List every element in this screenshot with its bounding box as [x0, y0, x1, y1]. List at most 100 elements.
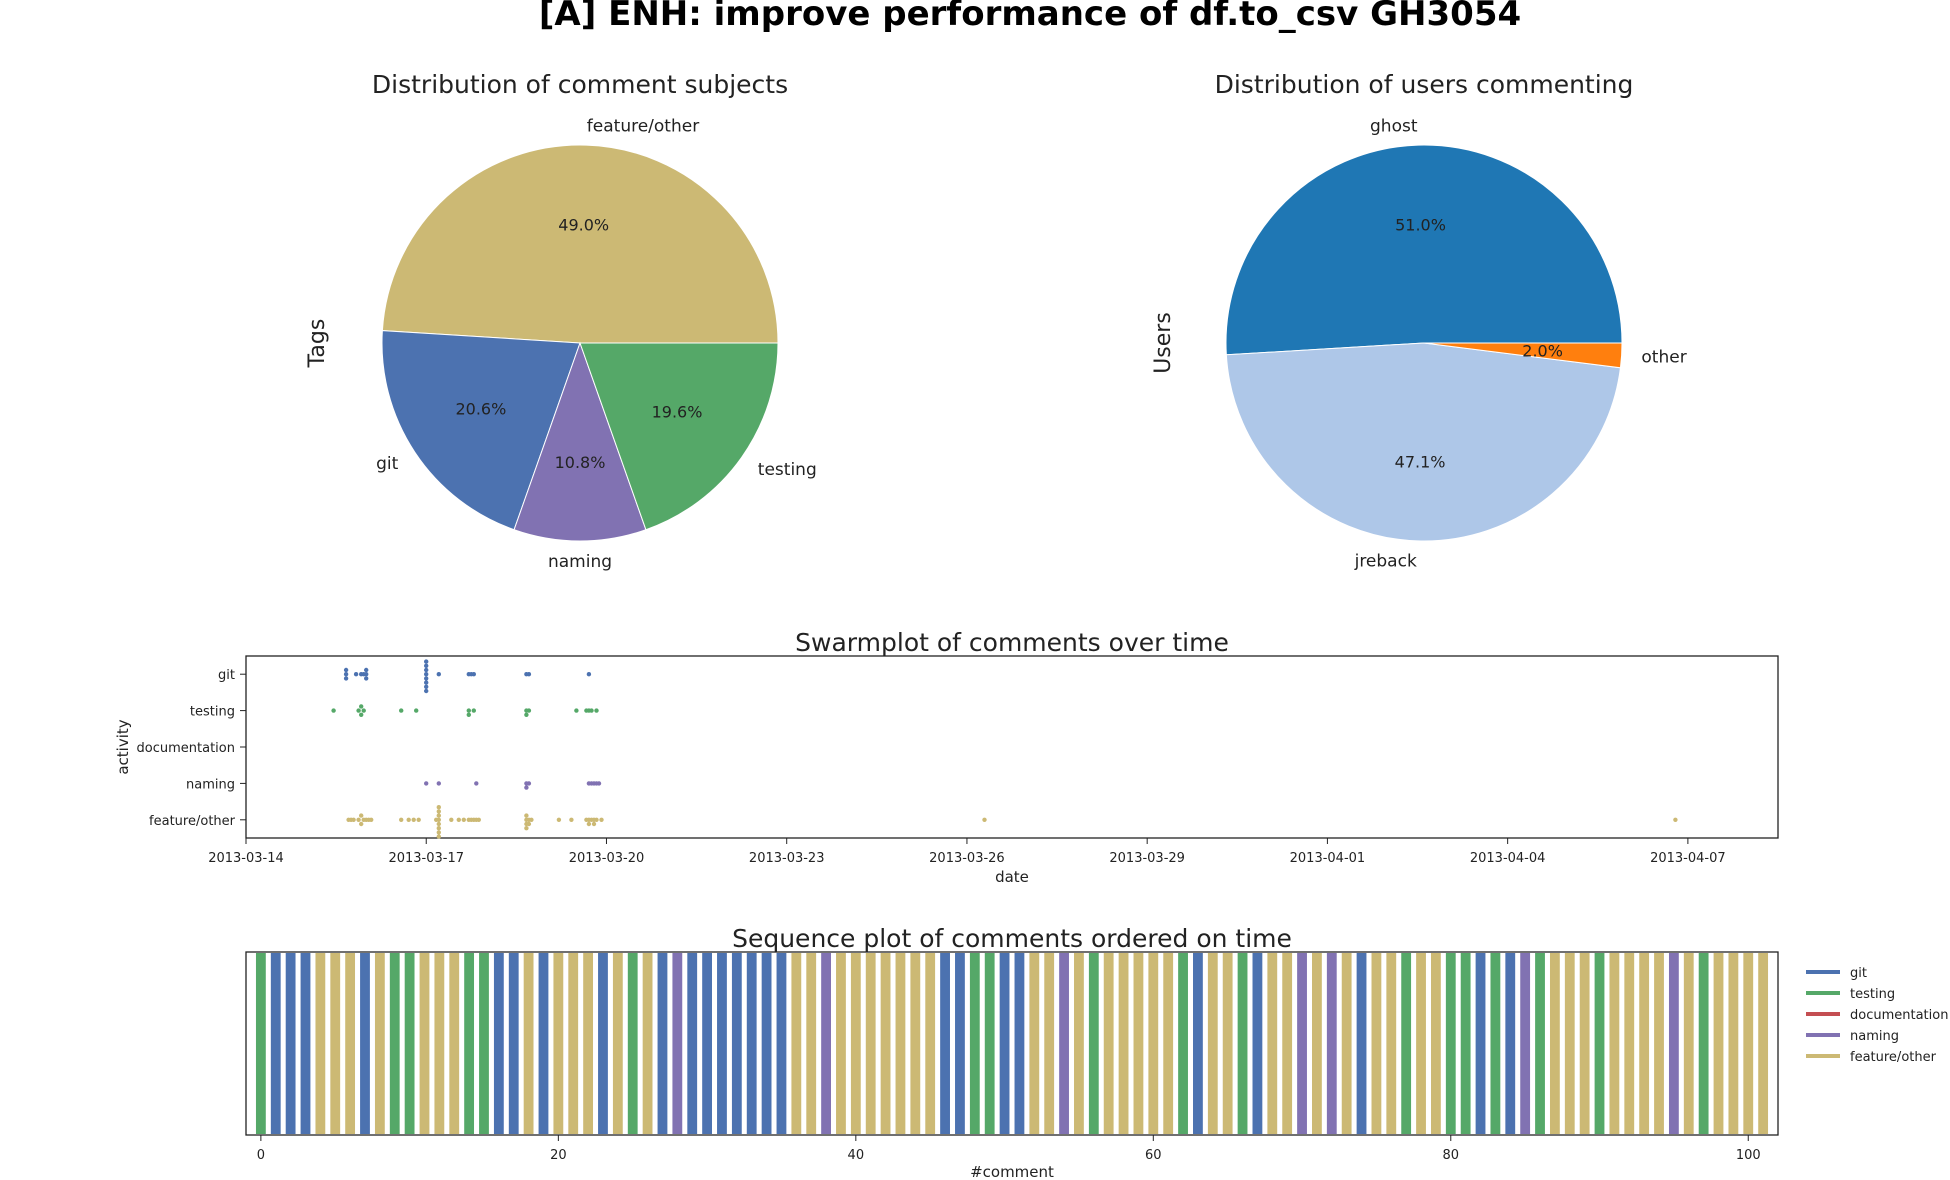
seq-bar-naming [821, 953, 831, 1134]
figure-title: [A] ENH: improve performance of df.to_cs… [539, 0, 1521, 34]
seq-bar-feature-other [1282, 953, 1293, 1134]
swarm-ylabel: activity [114, 719, 132, 774]
seq-bar-feature-other [315, 953, 326, 1134]
swarm-point-git [343, 667, 349, 673]
seq-legend-label-git: git [1850, 966, 1867, 981]
seq-bar-naming [1326, 953, 1337, 1134]
seq-bar-git [657, 953, 668, 1134]
seq-legend-label-testing: testing [1850, 987, 1895, 1002]
swarm-point-feature-other [529, 817, 534, 822]
swarm-ytick-feature-other: feature/other [149, 814, 236, 829]
seq-bar-git [687, 953, 698, 1134]
swarm-point-feature-other [591, 821, 597, 827]
seq-bar-git [1193, 953, 1203, 1134]
swarm-xtick-label: 2013-03-17 [388, 851, 464, 866]
swarm-point-git [424, 672, 429, 677]
swarm-xtick-label: 2013-03-26 [929, 851, 1005, 866]
swarm-point-git [353, 672, 359, 677]
seq-bar-git [493, 953, 504, 1134]
seq-bar-git [717, 953, 727, 1134]
seq-bar-git [360, 953, 370, 1134]
seq-bar-feature-other [1683, 953, 1694, 1134]
seq-bar-feature-other [1103, 953, 1114, 1134]
seq-bar-feature-other [1267, 953, 1278, 1134]
swarm-point-naming [474, 781, 479, 786]
pie-chart-users-commenting: Distribution of users commenting Users g… [1151, 70, 1687, 572]
seq-bar-git [940, 953, 950, 1134]
pie1-pct-git: 20.6% [455, 400, 506, 419]
seq-bar-git [776, 953, 787, 1134]
sequence-plot: Sequence plot of comments ordered on tim… [245, 924, 1948, 1180]
swarm-point-naming [524, 785, 529, 790]
swarm-point-feature-other [599, 817, 604, 822]
seq-plot-frame [245, 951, 1779, 1136]
swarm-point-feature-other [406, 817, 411, 822]
seq-bar-feature-other [1564, 953, 1575, 1134]
seq-bar-feature-other [806, 953, 817, 1134]
seq-bar-feature-other [568, 953, 579, 1134]
seq-bar-git [1505, 953, 1516, 1134]
swarm-xtick-label: 2013-03-23 [749, 851, 825, 866]
seq-bar-feature-other [553, 953, 564, 1134]
seq-bar-naming [672, 953, 683, 1134]
swarm-ytick-documentation: documentation [137, 741, 235, 756]
seq-bar-git [761, 953, 772, 1134]
seq-bar-feature-other [1371, 953, 1382, 1134]
seq-bar-git [746, 953, 757, 1134]
swarm-point-feature-other [369, 817, 374, 822]
seq-bar-feature-other [612, 953, 623, 1134]
seq-bar-feature-other [1713, 953, 1724, 1134]
swarm-point-git [364, 672, 369, 677]
seq-bar-git [300, 953, 311, 1134]
seq-bar-feature-other [895, 953, 906, 1134]
swarm-xtick-label: 2013-03-29 [1109, 851, 1185, 866]
seq-bar-git [538, 953, 549, 1134]
seq-bar-git [955, 953, 965, 1134]
seq-bar-feature-other [1758, 953, 1769, 1134]
pie1-slice-feature-other [381, 144, 779, 344]
pie2-slice-jreback [1225, 342, 1621, 542]
pie2-pct-other: 2.0% [1522, 342, 1563, 361]
swarm-point-testing [466, 712, 471, 717]
seq-bar-testing [404, 953, 415, 1134]
swarm-point-feature-other [436, 834, 441, 839]
seq-bar-feature-other [925, 953, 936, 1134]
seq-legend-label-feature-other: feature/other [1850, 1050, 1937, 1065]
seq-bar-testing [1088, 953, 1099, 1134]
seq-bar-git [1252, 953, 1263, 1134]
seq-bar-feature-other [1416, 953, 1426, 1134]
seq-bar-testing [389, 953, 400, 1134]
pie1-label-testing: testing [758, 460, 817, 480]
seq-bar-naming [1297, 953, 1307, 1134]
swarm-point-testing [466, 708, 471, 713]
swarm-point-feature-other [356, 817, 361, 822]
swarm-plot-frame [245, 655, 1779, 839]
swarm-point-feature-other [586, 821, 592, 827]
swarm-point-feature-other [476, 817, 481, 822]
seq-bar-git [508, 953, 519, 1134]
seq-bar-feature-other [1074, 953, 1084, 1134]
seq-bar-feature-other [1118, 953, 1129, 1134]
seq-bar-feature-other [523, 953, 534, 1134]
swarm-xlabel: date [995, 868, 1029, 886]
swarm-xtick-label: 2013-03-20 [569, 851, 645, 866]
swarm-point-feature-other [1673, 817, 1678, 822]
pie1-label-git: git [376, 454, 399, 474]
swarm-point-testing [589, 708, 594, 713]
swarm-ytick-testing: testing [190, 705, 235, 720]
seq-bar-feature-other [1222, 953, 1233, 1134]
seq-xtick-label: 60 [1145, 1148, 1162, 1163]
seq-bar-feature-other [1549, 953, 1560, 1134]
swarm-point-testing [574, 708, 579, 713]
swarm-point-feature-other [399, 817, 404, 822]
swarm-point-feature-other [526, 821, 532, 827]
seq-bar-testing [1460, 953, 1471, 1134]
swarm-point-testing [399, 708, 404, 713]
swarm-point-feature-other [359, 821, 364, 827]
swarm-point-git [436, 672, 441, 677]
seq-bar-feature-other [1341, 953, 1352, 1134]
seq-bar-feature-other [583, 953, 594, 1134]
seq-bar-feature-other [434, 953, 445, 1134]
pie2-pct-ghost: 51.0% [1395, 215, 1446, 234]
